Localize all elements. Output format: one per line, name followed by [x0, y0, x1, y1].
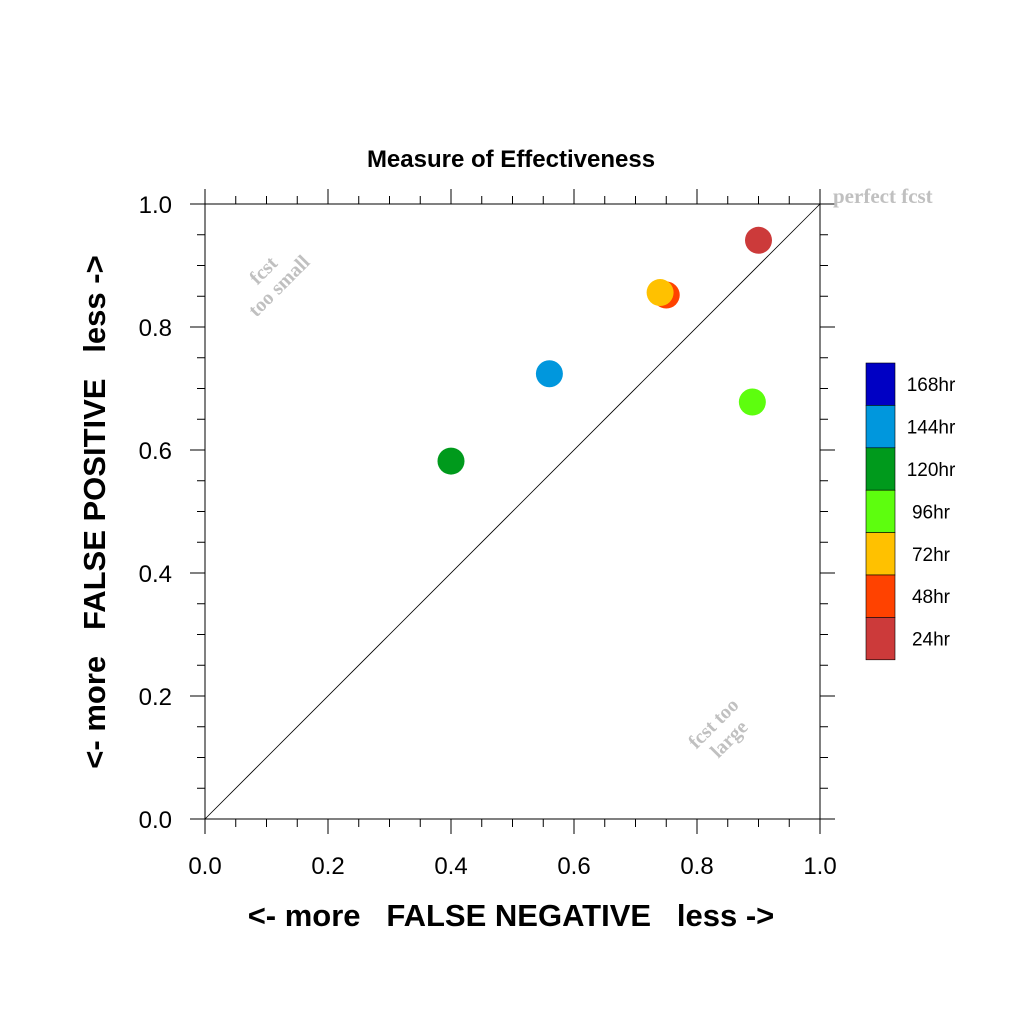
legend-swatch-168hr — [865, 362, 896, 406]
data-point-144hr — [535, 360, 563, 388]
data-point-24hr — [745, 226, 772, 254]
x-tick-label: 0.8 — [680, 853, 713, 880]
x-tick-label: 0.4 — [434, 853, 467, 880]
legend: 168hr 144hr 120hr 96hr 72hr 48hr 24hr — [865, 362, 956, 661]
legend-label-120hr: 120hr — [907, 460, 956, 481]
y-tick-label: 0.6 — [139, 438, 172, 465]
legend-label-24hr: 24hr — [912, 630, 951, 651]
too-small-annotation: fcst too small — [244, 251, 314, 321]
legend-label-144hr: 144hr — [907, 418, 956, 439]
legend-swatch-96hr — [865, 489, 896, 533]
y-tick-label: 0.2 — [139, 684, 172, 711]
legend-label-96hr: 96hr — [912, 502, 951, 523]
perfect-forecast-annotation: perfect fcst — [833, 184, 933, 208]
too-small-annotation-line2: too small — [244, 251, 314, 321]
legend-label-48hr: 48hr — [912, 587, 951, 608]
y-axis-label: <- more FALSE POSITIVE less -> — [77, 255, 112, 768]
legend-swatch-48hr — [865, 574, 896, 618]
data-point-72hr — [646, 279, 674, 307]
data-point-96hr — [738, 388, 766, 416]
y-tick-label: 0.8 — [139, 315, 172, 342]
data-points — [437, 226, 772, 475]
x-tick-label: 0.2 — [311, 853, 344, 880]
x-tick-labels: 0.0 0.2 0.4 0.6 0.8 1.0 — [188, 853, 836, 880]
data-point-120hr — [437, 447, 465, 475]
legend-label-168hr: 168hr — [907, 375, 956, 396]
y-tick-labels: 0.0 0.2 0.4 0.6 0.8 1.0 — [139, 192, 172, 834]
legend-swatch-120hr — [865, 447, 896, 491]
y-tick-label: 1.0 — [139, 192, 172, 219]
legend-swatch-24hr — [865, 617, 896, 661]
legend-swatch-144hr — [865, 405, 896, 449]
x-tick-label: 0.6 — [557, 853, 590, 880]
legend-swatch-72hr — [865, 532, 896, 576]
axis-ticks — [190, 189, 835, 834]
y-tick-label: 0.4 — [139, 561, 172, 588]
legend-label-72hr: 72hr — [912, 545, 951, 566]
x-tick-label: 1.0 — [803, 853, 836, 880]
too-large-annotation: fcst too large — [684, 694, 752, 762]
chart-title: Measure of Effectiveness — [367, 146, 655, 173]
y-tick-label: 0.0 — [139, 807, 172, 834]
diagonal-reference-line — [204, 203, 821, 820]
x-axis-label: <- more FALSE NEGATIVE less -> — [248, 898, 775, 933]
x-tick-label: 0.0 — [188, 853, 221, 880]
